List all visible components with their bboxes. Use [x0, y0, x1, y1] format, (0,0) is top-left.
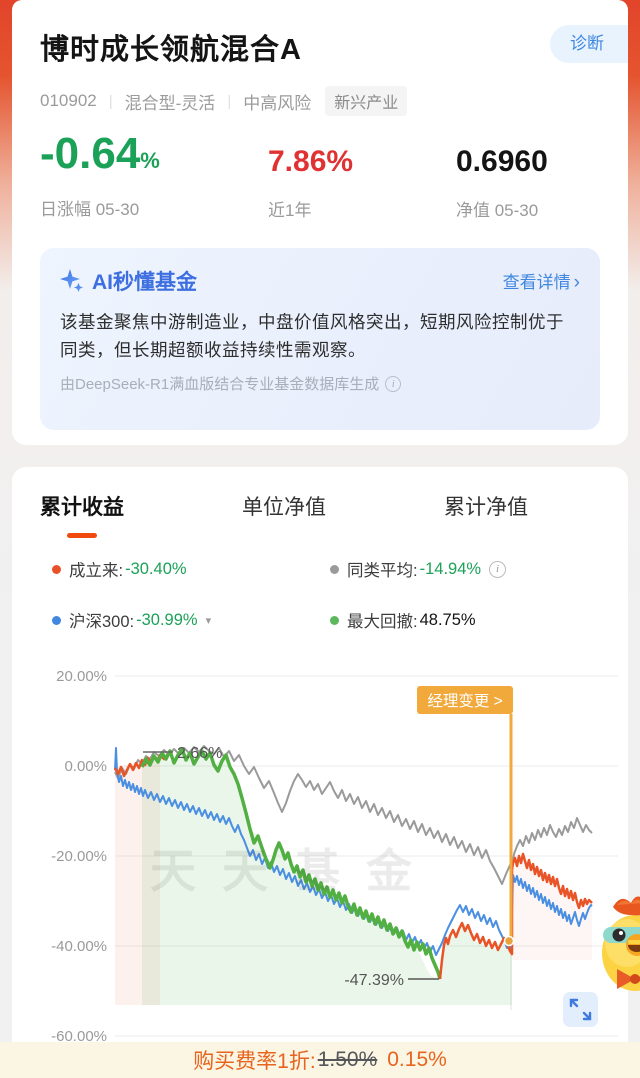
x-axis-ticks: 2021-01-01 2025-05-30: [118, 1039, 592, 1042]
fee-old-rate: 1.50%: [317, 1048, 378, 1071]
ai-card-title: AI秒懂基金: [92, 271, 197, 294]
peer-average-value: -14.94%: [419, 559, 482, 578]
1year-return-label: 近1年: [268, 201, 312, 220]
fund-code: 010902: [40, 91, 97, 110]
performance-card: 累计收益 单位净值 累计净值 成立来: -30.40% 同类平均: -14.94…: [12, 467, 628, 1042]
drawdown-green-area: [142, 749, 512, 1005]
gray-dot-icon: [330, 564, 339, 574]
legend-peer-average: 同类平均: -14.94% i: [330, 557, 628, 581]
expand-arrows-icon: [569, 998, 592, 1021]
chart-tabs: 累计收益 单位净值 累计净值: [12, 467, 628, 538]
svg-text:-60.00%: -60.00%: [51, 1028, 107, 1042]
purchase-fee-bar[interactable]: 购买费率1折: 1.50% 0.15%: [0, 1042, 640, 1078]
fund-meta-row: 010902 | 混合型-灵活 | 中高风险 新兴产业: [40, 86, 408, 116]
info-icon[interactable]: i: [385, 375, 402, 392]
svg-text:20.00%: 20.00%: [56, 668, 107, 685]
tab-cumulative-nav[interactable]: 累计净值: [444, 496, 528, 519]
risk-level-tag: 中高风险: [243, 93, 312, 113]
divider: |: [227, 92, 232, 110]
svg-text:-40.00%: -40.00%: [51, 938, 107, 955]
sparkle-icon: [60, 269, 83, 292]
max-drawdown-value: 48.75%: [419, 610, 476, 629]
theme-tag: 新兴产业: [325, 86, 408, 116]
tab-unit-nav[interactable]: 单位净值: [242, 496, 326, 519]
fund-type-tag: 混合型-灵活: [124, 93, 216, 113]
fund-line-end: [438, 852, 593, 980]
legend-since-inception: 成立来: -30.40%: [52, 557, 330, 581]
nav-label: 净值 05-30: [456, 201, 539, 220]
fee-new-rate: 0.15%: [387, 1048, 447, 1071]
ai-source-note: 由DeepSeek-R1满血版结合专业基金数据库生成 i: [60, 373, 580, 394]
performance-chart[interactable]: 天天基金 20.00% 0.00% -20.00% -40.00% -60.00…: [12, 660, 628, 1042]
chevron-right-icon: ›: [573, 272, 580, 293]
event-badge[interactable]: [417, 686, 513, 714]
diagnose-button[interactable]: 诊断: [550, 25, 628, 63]
trough-annotation: -47.39%: [344, 972, 404, 989]
fund-header-card: 博时成长领航混合A 诊断 010902 | 混合型-灵活 | 中高风险 新兴产业…: [12, 0, 628, 445]
view-details-link[interactable]: 查看详情 ›: [502, 272, 580, 293]
1year-return-value: 7.86%: [268, 145, 354, 178]
hs300-value: -30.99%: [136, 610, 198, 629]
stat-1year-return: 7.86% 近1年: [268, 128, 456, 221]
info-icon[interactable]: i: [489, 560, 507, 578]
chart-canvas: 20.00% 0.00% -20.00% -40.00% -60.00% 202…: [51, 668, 618, 1042]
event-badge-label: 经理变更 >: [427, 692, 502, 710]
since-inception-value: -30.40%: [125, 559, 187, 578]
svg-text:2021-01-01: 2021-01-01: [118, 1039, 190, 1042]
fee-prefix: 购买费率1折:: [193, 1050, 316, 1073]
ai-summary-text: 该基金聚焦中游制造业，中盘价值风格突出，短期风险控制优于同类，但长期超额收益持续…: [60, 312, 564, 360]
daily-change-unit: %: [140, 148, 160, 173]
drawdown-pink-area-left: [115, 755, 160, 1005]
daily-change-label: 日涨幅 05-30: [40, 200, 140, 219]
peak-annotation: 2.66%: [177, 745, 222, 762]
peer-average-line: [114, 745, 593, 885]
chart-legend: 成立来: -30.40% 同类平均: -14.94% i 沪深300: -30.…: [52, 557, 628, 632]
tab-cumulative-return[interactable]: 累计收益: [40, 491, 124, 538]
orange-dot-icon: [52, 564, 61, 574]
stats-row: -0.64% 日涨幅 05-30 7.86% 近1年 0.6960 净值 05-…: [40, 128, 612, 221]
active-tab-indicator: [67, 533, 97, 538]
divider: |: [108, 92, 113, 110]
fullscreen-button[interactable]: [563, 992, 598, 1027]
legend-max-drawdown: 最大回撤: 48.75%: [330, 608, 628, 632]
blue-dot-icon: [52, 615, 61, 625]
max-drawdown-line: [140, 747, 442, 980]
stat-nav: 0.6960 净值 05-30: [456, 128, 612, 221]
nav-value: 0.6960: [456, 145, 548, 178]
event-dot: [503, 935, 515, 947]
page-title: 博时成长领航混合A: [40, 34, 302, 66]
svg-text:-20.00%: -20.00%: [51, 848, 107, 865]
green-dot-icon: [330, 615, 339, 625]
daily-change-value: -0.64: [40, 129, 141, 178]
chevron-down-icon[interactable]: ▾: [205, 614, 212, 627]
stat-daily-change: -0.64% 日涨幅 05-30: [40, 128, 268, 221]
svg-text:0.00%: 0.00%: [64, 758, 107, 775]
fund-mascot[interactable]: [597, 891, 640, 1009]
legend-hs300[interactable]: 沪深300: -30.99% ▾: [52, 608, 330, 632]
y-axis-ticks: 20.00% 0.00% -20.00% -40.00% -60.00%: [51, 668, 107, 1042]
ai-summary-card: AI秒懂基金 查看详情 › 该基金聚焦中游制造业，中盘价值风格突出，短期风险控制优…: [40, 248, 600, 430]
mascot-chick-icon: [602, 896, 640, 991]
svg-text:2025-05-30: 2025-05-30: [520, 1039, 592, 1042]
